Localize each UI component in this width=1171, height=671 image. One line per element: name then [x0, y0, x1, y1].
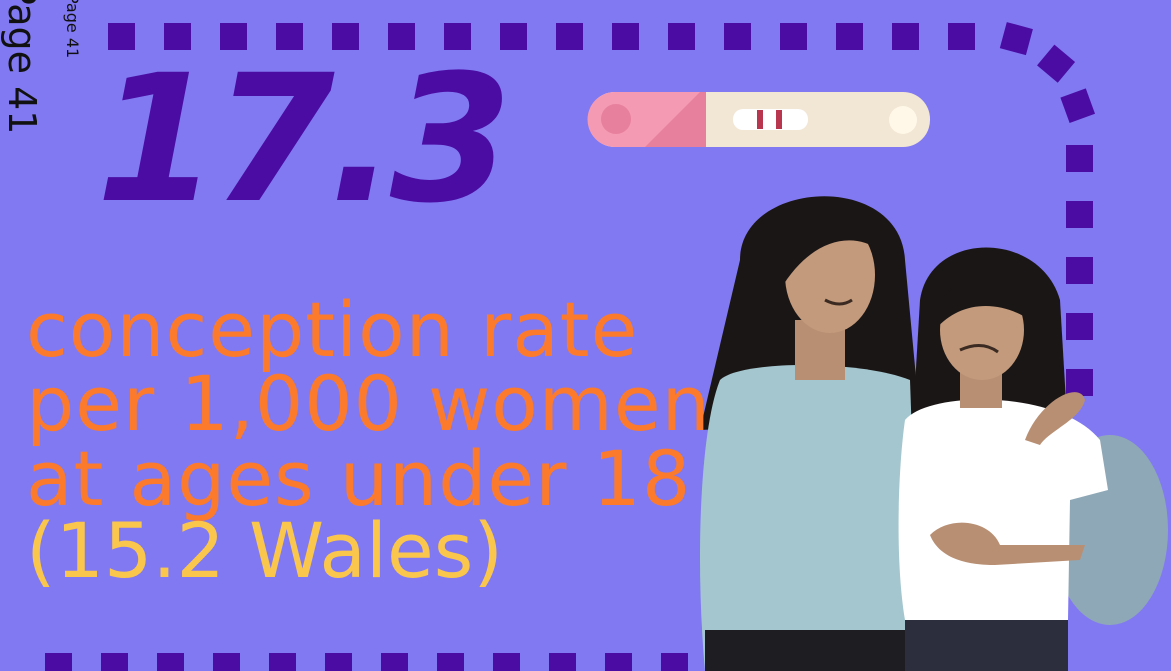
border-dot [1037, 45, 1075, 83]
border-dot [612, 23, 639, 50]
women-figures [700, 196, 1168, 671]
border-dot [213, 653, 240, 671]
border-dot [325, 653, 352, 671]
border-dot [381, 653, 408, 671]
pregnancy-test [588, 92, 930, 147]
description-line: per 1,000 women [26, 366, 711, 442]
border-dot [605, 653, 632, 671]
border-dot [1066, 369, 1093, 396]
border-dot [556, 23, 583, 50]
border-dot [1000, 22, 1033, 55]
border-dot [948, 23, 975, 50]
border-dot [1066, 313, 1093, 340]
border-dot [45, 653, 72, 671]
infographic-page: Page 41 Page 41 17.3 conception rate per… [0, 0, 1171, 671]
border-dot [892, 23, 919, 50]
border-dot [661, 653, 688, 671]
border-dot [836, 23, 863, 50]
border-dot [1066, 145, 1093, 172]
headline-statistic: 17.3 [96, 52, 506, 228]
border-dot [269, 653, 296, 671]
border-dot [1066, 257, 1093, 284]
page-label: Page 41 [0, 0, 44, 134]
border-dot [157, 653, 184, 671]
border-dot [724, 23, 751, 50]
description-line: conception rate [26, 292, 638, 368]
border-dot [493, 653, 520, 671]
border-dot [1066, 201, 1093, 228]
border-dot [668, 23, 695, 50]
border-dot [780, 23, 807, 50]
border-dot [437, 653, 464, 671]
page-label: Page 41 [63, 0, 82, 58]
border-dot [1060, 88, 1095, 123]
border-dot [549, 653, 576, 671]
comparison: (15.2 Wales) [26, 513, 503, 589]
border-dot [101, 653, 128, 671]
